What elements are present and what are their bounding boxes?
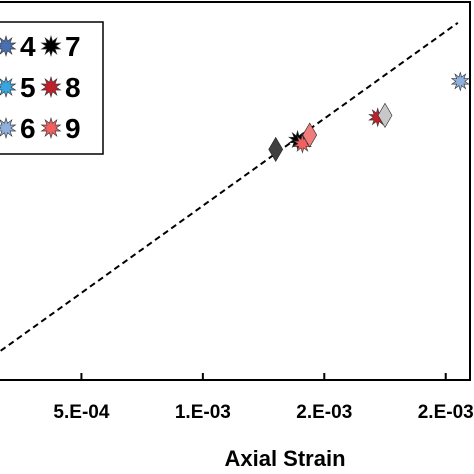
legend-label: 4 <box>20 31 36 62</box>
fit-line-group <box>0 21 459 353</box>
legend-label: 9 <box>65 113 81 144</box>
legend-star-marker <box>40 75 62 99</box>
x-tick-label: 1.E-03 <box>175 402 231 423</box>
markers-group <box>268 71 470 163</box>
x-axis-ticks: 5.E-04 1.E-03 2.E-03 2.E-03 <box>53 373 474 423</box>
legend-label: 6 <box>20 113 36 144</box>
star-marker <box>450 71 470 92</box>
legend-star-marker <box>0 116 17 140</box>
legend-star-marker <box>40 116 62 140</box>
plot-border <box>0 1 471 381</box>
legend-label: 8 <box>65 72 81 103</box>
legend: 4 75 86 9 <box>0 21 104 155</box>
diamond-marker <box>377 102 393 128</box>
diamond-marker <box>268 136 284 163</box>
x-axis-title: Axial Strain <box>224 446 345 471</box>
legend-star-marker <box>0 34 17 58</box>
x-tick-label: 2.E-03 <box>296 402 352 423</box>
x-tick-label: 2.E-03 <box>418 402 474 423</box>
fit-line <box>0 21 459 353</box>
legend-label: 7 <box>65 31 81 62</box>
legend-star-marker <box>0 75 17 99</box>
diamond-marker <box>302 122 318 148</box>
legend-star-marker <box>40 34 62 58</box>
plot-frame <box>0 1 471 381</box>
legend-label: 5 <box>20 72 36 103</box>
x-tick-label: 5.E-04 <box>53 402 109 423</box>
